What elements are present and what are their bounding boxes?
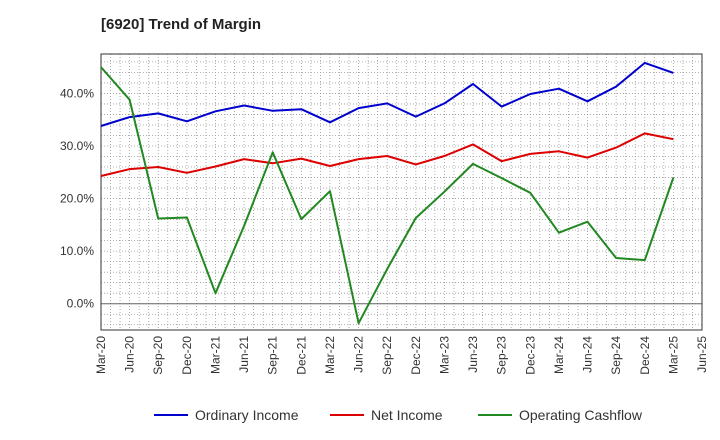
y-tick-label: 40.0% [60,86,94,100]
x-tick-label: Jun-21 [237,336,251,373]
x-tick-label: Jun-22 [352,336,366,373]
y-tick-label: 20.0% [60,192,94,206]
legend-label: Ordinary Income [195,407,299,423]
x-tick-label: Dec-24 [638,336,652,375]
x-tick-label: Jun-25 [695,336,709,373]
x-tick-label: Mar-25 [666,336,680,374]
x-tick-label: Mar-22 [323,336,337,374]
x-tick-label: Dec-22 [409,336,423,375]
x-tick-label: Mar-21 [208,336,222,374]
x-tick-label: Mar-20 [94,336,108,374]
x-tick-label: Sep-21 [266,336,280,375]
series-layer [100,61,675,325]
x-tick-label: Sep-23 [495,336,509,375]
y-tick-label: 10.0% [60,244,94,258]
chart-title: [6920] Trend of Margin [101,16,262,33]
x-tick-label: Sep-24 [609,336,623,375]
y-tick-label: 0.0% [67,297,95,311]
x-axis-ticks: Mar-20 Jun-20 Sep-20 Dec-20 Mar-21 Jun-21 Sep-… [94,336,709,375]
x-tick-label: Dec-20 [180,336,194,375]
x-tick-label: Jun-23 [466,336,480,373]
x-tick-label: Mar-24 [552,336,566,374]
series-line-operating-cashflow [100,66,675,325]
grid [100,54,703,330]
x-tick-label: Jun-20 [123,336,137,373]
series-line-net-income [100,132,674,177]
legend-label: Net Income [371,407,443,423]
x-tick-label: Dec-21 [294,336,308,375]
x-tick-label: Sep-22 [380,336,394,375]
plot-frame [100,53,703,331]
series-line-ordinary-income [100,61,674,127]
x-tick-label: Sep-20 [151,336,165,375]
y-tick-label: 30.0% [60,139,94,153]
x-tick-label: Mar-23 [437,336,451,374]
legend: Ordinary Income Net Income Operating Cashf… [154,407,643,423]
x-tick-label: Dec-23 [523,336,537,375]
legend-label: Operating Cashflow [519,407,643,423]
x-tick-label: Jun-24 [581,336,595,373]
y-axis-ticks: 0.0% 10.0% 20.0% 30.0% 40.0% [60,86,94,310]
